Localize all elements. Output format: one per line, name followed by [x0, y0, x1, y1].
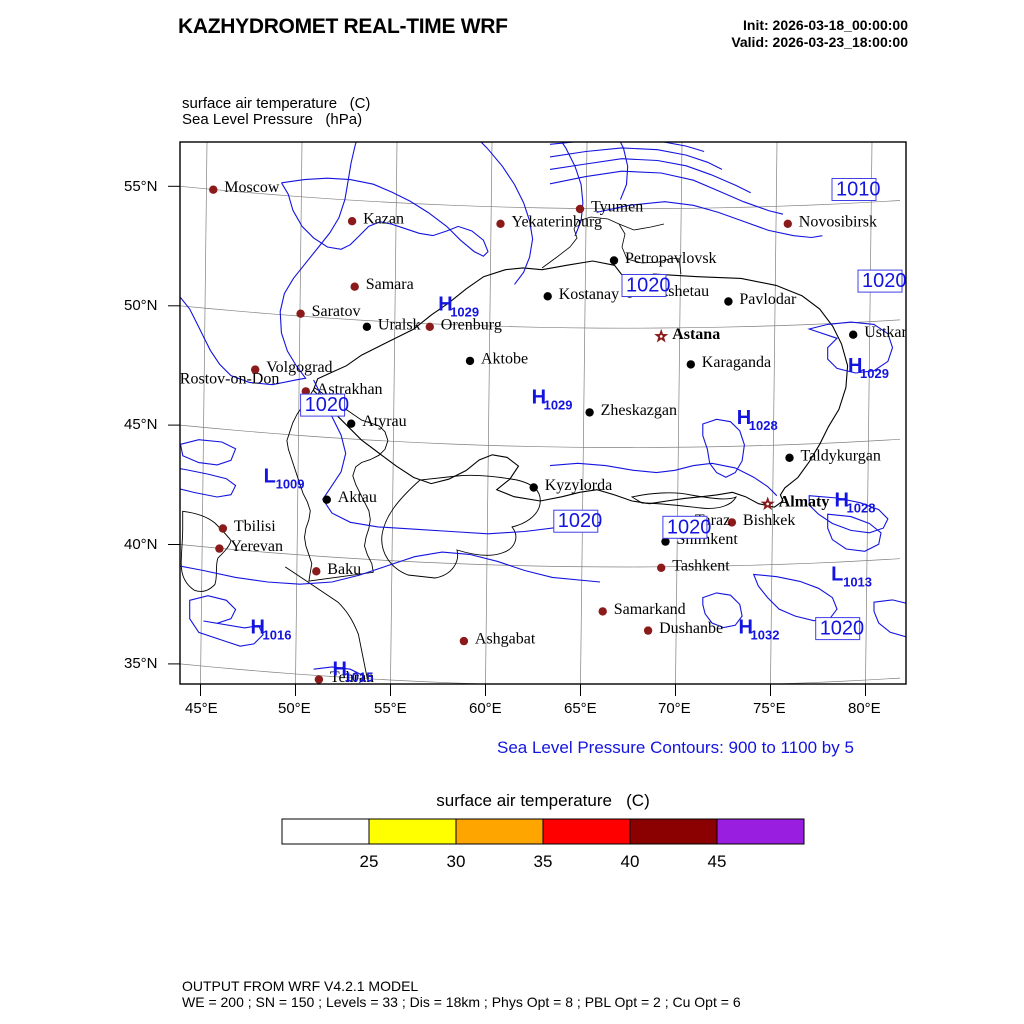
svg-text:25: 25 [360, 852, 379, 871]
svg-text:35: 35 [534, 852, 553, 871]
svg-text:30: 30 [447, 852, 466, 871]
svg-text:45: 45 [708, 852, 727, 871]
svg-text:40: 40 [621, 852, 640, 871]
svg-text:surface air temperature (C): surface air temperature (C) [436, 791, 650, 810]
